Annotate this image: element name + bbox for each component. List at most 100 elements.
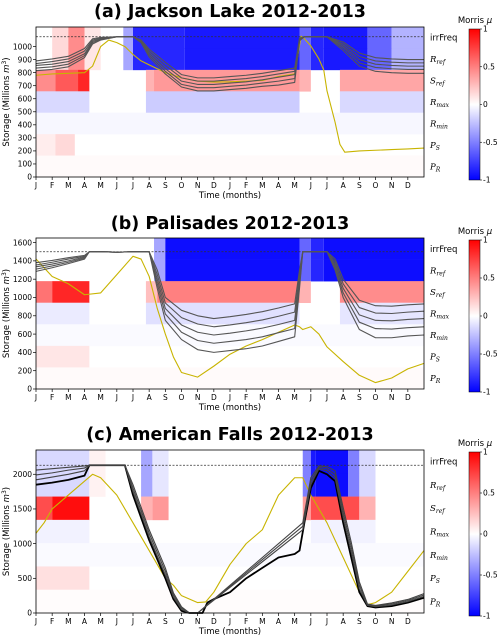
colorbar-title-symbol: μ <box>486 16 493 26</box>
x-tick-label: F <box>244 617 248 626</box>
y-tick-label: 400 <box>18 121 33 130</box>
storage-series-line <box>35 35 425 153</box>
x-tick-label: M <box>259 181 265 190</box>
colorbar-tick-label: 0.5 <box>483 274 495 283</box>
param-label-irrFreq: irrFreq <box>430 245 457 255</box>
x-tick-label: S <box>163 181 168 190</box>
x-tick-label: A <box>147 393 153 402</box>
heatmap-cell <box>141 473 153 497</box>
y-tick-label: 0 <box>27 385 32 394</box>
heatmap-cell <box>339 69 424 92</box>
heatmap-cell <box>36 134 56 156</box>
y-tick-label: 1000 <box>13 293 32 302</box>
param-label-subscript: ref <box>436 81 446 88</box>
storage-series-line <box>35 36 424 79</box>
param-label-subscript: R <box>435 601 441 608</box>
param-label-Rmax: Rmax <box>429 528 450 539</box>
x-tick-label: O <box>179 617 185 626</box>
heatmap-cell <box>152 450 169 474</box>
heatmap-cell <box>152 496 169 521</box>
x-tick-label: D <box>211 617 217 626</box>
param-label-Sref: Sref <box>430 504 446 515</box>
x-tick-label: J <box>228 393 231 402</box>
param-label-base: P <box>429 353 436 363</box>
colorbar <box>468 239 481 393</box>
param-label-Rmax: Rmax <box>429 310 450 321</box>
param-label-Rmin: Rmin <box>429 331 448 342</box>
x-tick-label: J <box>34 181 37 190</box>
param-label-base: S <box>430 288 436 298</box>
heatmap-cell <box>339 91 424 114</box>
param-label-Sref: Sref <box>430 77 446 88</box>
param-label-Rmax: Rmax <box>429 98 450 109</box>
x-tick-label: F <box>50 181 54 190</box>
y-tick-label: 1600 <box>13 238 32 247</box>
panel-title: (c) American Falls 2012-2013 <box>86 425 373 445</box>
param-label-base: R <box>429 55 437 65</box>
colorbar-tick-label: 1 <box>483 448 488 457</box>
heatmap-cell <box>36 112 424 135</box>
y-tick-label: 1500 <box>13 505 32 514</box>
y-tick-label: 200 <box>18 366 33 375</box>
y-axis-label-main: Storage (Millions <box>2 284 12 358</box>
x-tick-label: J <box>34 393 37 402</box>
param-label-Rmin: Rmin <box>429 551 448 562</box>
colorbar-tick-label: -1 <box>483 388 491 397</box>
heatmap-cell <box>165 259 300 282</box>
x-tick-label: A <box>341 181 347 190</box>
x-tick-label: A <box>276 181 282 190</box>
y-tick-label: 1200 <box>13 275 32 284</box>
x-tick-label: S <box>357 181 362 190</box>
param-label-base: P <box>429 574 436 584</box>
x-tick-label: F <box>50 617 54 626</box>
param-label-subscript: R <box>435 166 441 173</box>
y-tick-label: 300 <box>18 134 33 143</box>
x-tick-label: M <box>97 393 103 402</box>
x-tick-label: D <box>405 393 411 402</box>
heatmap-cell <box>36 69 56 92</box>
heatmap-cell <box>302 450 311 474</box>
storage-series-line <box>35 36 424 82</box>
y-axis-label-main: Storage (Millions <box>2 73 12 147</box>
param-label-subscript: min <box>436 335 448 342</box>
heatmap-cell <box>315 473 349 497</box>
heatmap-cell <box>145 281 158 304</box>
y-tick-label: 400 <box>18 348 33 357</box>
y-tick-label: 2000 <box>13 470 32 479</box>
colorbar-tick-label: 0 <box>483 100 488 109</box>
heatmap-cell <box>133 27 185 49</box>
param-label-base: R <box>429 310 437 320</box>
heatmap-cell <box>36 367 424 390</box>
storage-series-line <box>35 36 424 85</box>
x-tick-label: M <box>97 181 103 190</box>
colorbar-title-prefix: Morris <box>458 439 487 449</box>
param-label-base: R <box>429 528 437 538</box>
heatmap-cell <box>36 589 424 614</box>
colorbar <box>468 451 481 617</box>
param-label-base: P <box>429 374 436 384</box>
param-label-PR: PR <box>429 597 441 608</box>
heatmap-cell <box>323 238 424 260</box>
param-label-base: S <box>430 504 436 514</box>
y-tick-label: 1000 <box>13 539 32 548</box>
y-axis-label: Storage (Millions m3) <box>1 487 12 576</box>
colorbar-title-symbol: μ <box>486 227 493 237</box>
colorbar-tick-label: 1 <box>483 236 488 245</box>
param-label-base: P <box>429 597 436 607</box>
y-axis-label-unit: m <box>2 494 12 502</box>
param-label-PR: PR <box>429 162 441 173</box>
param-label-PS: PS <box>429 353 440 364</box>
heatmap-cell <box>310 519 376 544</box>
x-tick-label: J <box>131 181 134 190</box>
heatmap-cell <box>310 27 324 49</box>
x-tick-label: M <box>291 617 297 626</box>
x-tick-label: A <box>147 181 153 190</box>
heatmap-cell <box>310 450 316 474</box>
x-tick-label: A <box>341 393 347 402</box>
heatmap-cell <box>55 134 75 156</box>
x-axis-label: Time (months) <box>198 191 261 201</box>
heatmap-cell <box>145 91 300 114</box>
heatmap-cell <box>141 450 153 474</box>
heatmap-cell <box>36 450 90 474</box>
